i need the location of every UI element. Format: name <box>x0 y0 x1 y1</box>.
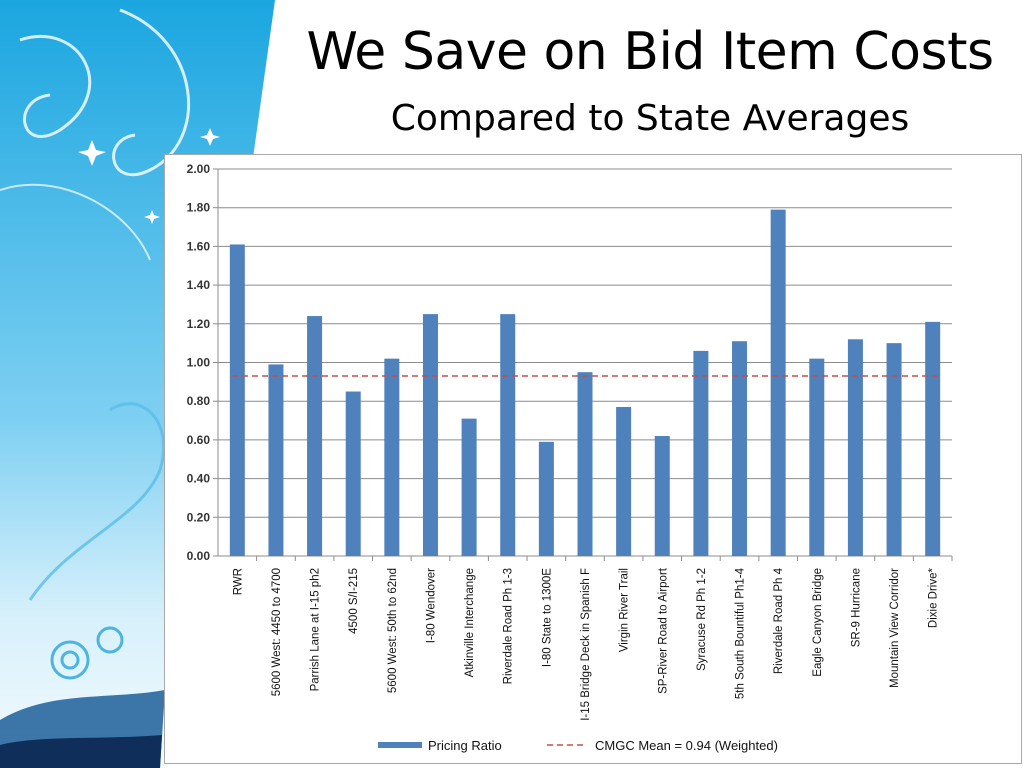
x-category-label: 5600 West: 4450 to 4700 <box>271 568 283 696</box>
x-category-label: Atkinville Interchange <box>464 568 476 677</box>
chart-container: 0.00 0.20 0.40 0.60 0.80 1.00 1.20 1.40 1.60 1.80… <box>164 154 1022 764</box>
y-tick-label: 2.00 <box>187 162 211 176</box>
bar <box>268 364 284 556</box>
x-category-label: SP-River Road to Airport <box>657 567 669 694</box>
x-category-label: Riverdale Road Ph 1-3 <box>503 568 515 684</box>
y-tick-label: 1.20 <box>187 317 211 331</box>
bar <box>809 358 825 556</box>
x-category-label: 4500 S/I-215 <box>348 568 360 634</box>
bar <box>616 407 632 556</box>
bar <box>886 343 902 556</box>
bar <box>422 314 438 556</box>
y-tick-label: 1.80 <box>187 201 211 215</box>
bar-chart: 0.00 0.20 0.40 0.60 0.80 1.00 1.20 1.40 1.60 1.80… <box>187 162 953 753</box>
x-category-label: I-15 Bridge Deck in Spanish F <box>580 568 592 721</box>
y-tick-label: 0.00 <box>187 549 211 563</box>
bar <box>345 391 361 556</box>
legend-label-pricing-ratio: Pricing Ratio <box>428 738 502 753</box>
x-category-label: Parrish Lane at I-15 ph2 <box>310 568 322 691</box>
x-category-label: Syracuse Rd Ph 1-2 <box>696 568 708 671</box>
bar <box>229 244 245 556</box>
y-tick-label: 1.00 <box>187 356 211 370</box>
bar <box>461 418 477 556</box>
legend-swatch-pricing-ratio <box>378 742 422 748</box>
slide-subtitle: Compared to State Averages <box>390 98 910 139</box>
x-category-label: Eagle Canyon Bridge <box>812 568 824 677</box>
y-tick-label: 0.80 <box>187 394 211 408</box>
x-category-label: I-80 State to 1300E <box>541 568 553 667</box>
bar <box>384 358 400 556</box>
x-category-label: RWR <box>232 568 244 595</box>
y-tick-label: 0.60 <box>187 433 211 447</box>
x-category-label: Virgin River Trail <box>619 568 631 652</box>
bar <box>732 341 748 556</box>
bar <box>693 350 709 556</box>
y-tick-label: 1.60 <box>187 239 211 253</box>
bar <box>500 314 516 556</box>
x-category-label: Dixie Drive* <box>928 567 940 628</box>
x-category-label: I-80 Wendover <box>425 568 437 643</box>
y-tick-label: 0.20 <box>187 510 211 524</box>
slide-title: We Save on Bid Item Costs <box>306 22 994 82</box>
bar <box>538 441 554 556</box>
x-category-label: SR-9 Hurricane <box>850 568 862 647</box>
bar <box>307 316 323 556</box>
x-category-label: 5th South Bountiful Ph1-4 <box>735 567 747 699</box>
bar <box>847 339 863 556</box>
x-category-label: Mountain View Corridor <box>889 568 901 688</box>
y-tick-label: 1.40 <box>187 278 211 292</box>
bar <box>925 321 941 556</box>
x-category-label: 5600 West: 50th to 62nd <box>387 568 399 693</box>
y-tick-label: 0.40 <box>187 472 211 486</box>
legend-label-mean-line: CMGC Mean = 0.94 (Weighted) <box>595 738 778 753</box>
bar <box>577 372 593 556</box>
bar <box>654 436 670 556</box>
x-category-label: Riverdale Road Ph 4 <box>773 567 785 674</box>
bar <box>770 209 786 556</box>
